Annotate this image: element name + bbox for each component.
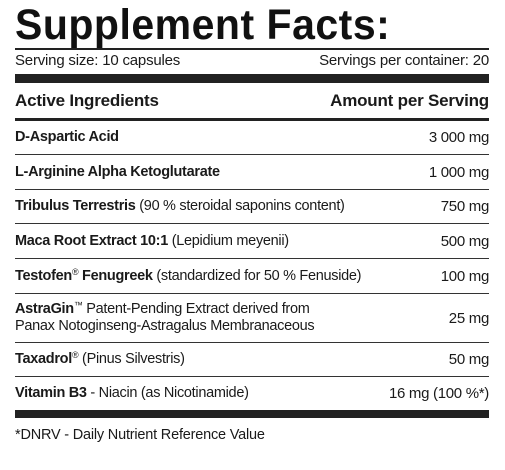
ingredient-detail: Patent-Pending Extract derived from xyxy=(82,301,310,317)
ingredient-row: Testofen® Fenugreek (standardized for 50… xyxy=(15,259,489,294)
trademark-mark: ™ xyxy=(73,300,83,310)
ingredient-name: L-Arginine Alpha Ketoglutarate xyxy=(15,164,419,181)
ingredient-detail: (Lepidium meyenii) xyxy=(167,232,289,249)
serving-size: Serving size: 10 capsules xyxy=(15,52,181,69)
ingredient-amount: 3 000 mg xyxy=(428,129,489,146)
registered-mark: ® xyxy=(71,266,79,277)
table-header: Active Ingredients Amount per Serving xyxy=(15,83,489,118)
ingredient-detail: (standardized for 50 % Fenuside) xyxy=(152,267,362,284)
ingredient-row: AstraGin™ Patent-Pending Extract derived… xyxy=(15,294,489,343)
active-ingredients-header: Active Ingredients xyxy=(15,90,159,110)
ingredient-amount: 500 mg xyxy=(440,232,490,250)
title-divider xyxy=(15,48,489,50)
serving-info: Serving size: 10 capsules Servings per c… xyxy=(15,50,489,72)
panel-title: Supplement Facts: xyxy=(15,0,391,49)
ingredient-label: D-Aspartic Acid xyxy=(15,129,119,145)
ingredient-label: Vitamin B3 xyxy=(15,385,87,401)
amount-per-serving-header: Amount per Serving xyxy=(330,90,489,110)
servings-per-container: Servings per container: 20 xyxy=(319,52,489,69)
ingredient-row: Taxadrol® (Pinus Silvestris) 50 mg xyxy=(15,343,489,377)
ingredient-name: Testofen® Fenugreek (standardized for 50… xyxy=(15,266,431,285)
ingredient-label-suffix: Fenugreek xyxy=(78,267,153,284)
ingredient-row: D-Aspartic Acid 3 000 mg xyxy=(15,121,489,155)
ingredient-name: Tribulus Terrestris (90 % steroidal sapo… xyxy=(15,198,431,215)
ingredient-amount: 100 mg xyxy=(440,267,490,285)
ingredient-row: L-Arginine Alpha Ketoglutarate 1 000 mg xyxy=(15,155,489,190)
ingredient-label: AstraGin xyxy=(15,301,74,317)
ingredient-detail-line2: Panax Notoginseng-Astragalus Membranaceo… xyxy=(15,318,315,334)
header-divider xyxy=(15,118,489,121)
ingredient-name: Maca Root Extract 10:1 (Lepidium meyenii… xyxy=(15,233,431,250)
ingredient-name: D-Aspartic Acid xyxy=(15,129,419,146)
footnote: *DNRV - Daily Nutrient Reference Value xyxy=(15,427,265,443)
ingredient-label: Tribulus Terrestris xyxy=(15,198,136,214)
ingredient-amount: 25 mg xyxy=(448,309,490,327)
ingredient-row: Vitamin B3 - Niacin (as Nicotinamide) 16… xyxy=(15,377,489,410)
bottom-thick-divider xyxy=(15,410,489,418)
ingredient-detail: - Niacin (as Nicotinamide) xyxy=(86,385,249,401)
ingredient-label: Maca Root Extract 10:1 xyxy=(15,232,168,249)
registered-mark: ® xyxy=(71,350,79,360)
thick-divider xyxy=(15,74,489,83)
ingredient-detail: (Pinus Silvestris) xyxy=(78,351,185,367)
ingredient-row: Maca Root Extract 10:1 (Lepidium meyenii… xyxy=(15,224,489,259)
ingredient-detail: (90 % steroidal saponins content) xyxy=(135,198,345,214)
ingredient-row: Tribulus Terrestris (90 % steroidal sapo… xyxy=(15,190,489,224)
ingredient-name: AstraGin™ Patent-Pending Extract derived… xyxy=(15,301,439,335)
ingredient-name: Taxadrol® (Pinus Silvestris) xyxy=(15,351,439,368)
ingredient-amount: 1 000 mg xyxy=(428,163,489,181)
ingredient-amount: 16 mg (100 %*) xyxy=(388,385,489,402)
ingredient-amount: 50 mg xyxy=(448,351,490,368)
ingredient-label: L-Arginine Alpha Ketoglutarate xyxy=(15,163,220,180)
ingredient-label: Testofen xyxy=(15,267,72,284)
ingredient-amount: 750 mg xyxy=(440,198,490,215)
ingredient-label: Taxadrol xyxy=(15,351,72,367)
ingredient-name: Vitamin B3 - Niacin (as Nicotinamide) xyxy=(15,385,379,402)
